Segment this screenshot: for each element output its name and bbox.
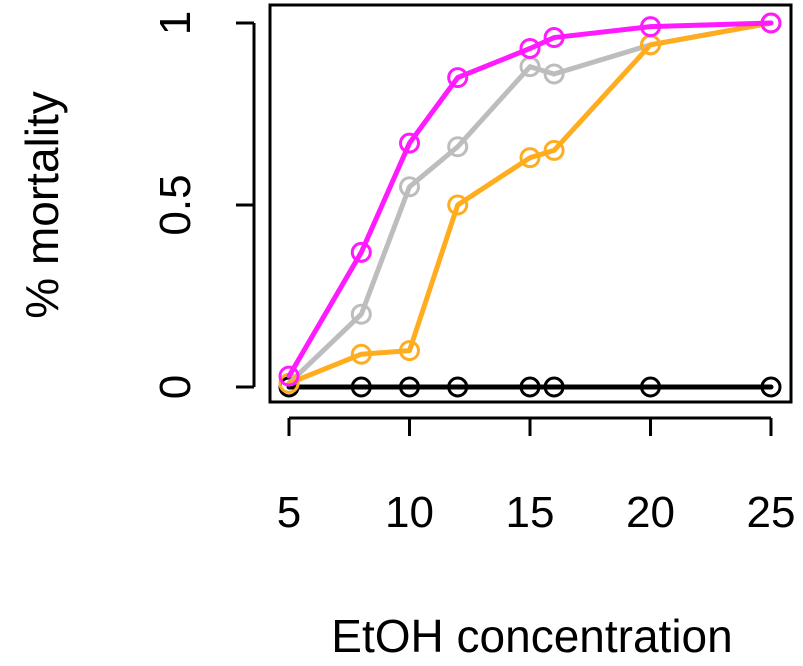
- x-tick-label: 15: [506, 488, 555, 537]
- data-point: [399, 376, 420, 398]
- series-line: [286, 20, 774, 379]
- data-point: [760, 376, 782, 398]
- data-point: [543, 376, 565, 398]
- data-point: [640, 16, 661, 38]
- x-axis-title: EtOH concentration: [331, 610, 732, 662]
- data-point: [350, 303, 372, 325]
- data-point: [519, 37, 541, 59]
- data-point: [543, 63, 565, 85]
- y-tick-label: 0: [151, 375, 200, 399]
- x-tick-label: 5: [277, 488, 301, 537]
- data-point: [350, 376, 372, 398]
- x-tick-label: 25: [747, 488, 796, 537]
- series-3: [278, 12, 782, 387]
- data-point: [543, 27, 565, 49]
- data-point: [543, 139, 565, 161]
- y-axis-title: % mortality: [16, 91, 68, 318]
- series-2: [278, 12, 782, 394]
- x-tick-label: 10: [385, 488, 434, 537]
- data-point: [447, 136, 469, 158]
- data-point: [640, 376, 661, 398]
- series-1: [278, 12, 782, 394]
- plot-frame: [268, 3, 793, 404]
- data-point: [399, 132, 420, 154]
- data-point: [399, 340, 420, 362]
- y-tick-label: 0.5: [151, 174, 200, 235]
- data-point: [519, 147, 541, 169]
- x-tick-label: 20: [626, 488, 675, 537]
- data-point: [447, 194, 469, 216]
- data-point: [760, 12, 782, 34]
- data-point: [278, 365, 300, 387]
- series-0: [278, 376, 782, 398]
- x-axis: 5 10 15 20 25: [277, 416, 796, 537]
- y-axis: 00.51: [151, 11, 256, 399]
- data-point: [519, 376, 541, 398]
- data-point: [350, 343, 372, 365]
- y-tick-label: 1: [151, 11, 200, 35]
- data-point: [350, 241, 372, 263]
- data-point: [447, 376, 469, 398]
- data-point: [447, 67, 469, 89]
- data-point: [399, 176, 420, 198]
- series-layer: [278, 12, 782, 398]
- series-line: [286, 20, 774, 386]
